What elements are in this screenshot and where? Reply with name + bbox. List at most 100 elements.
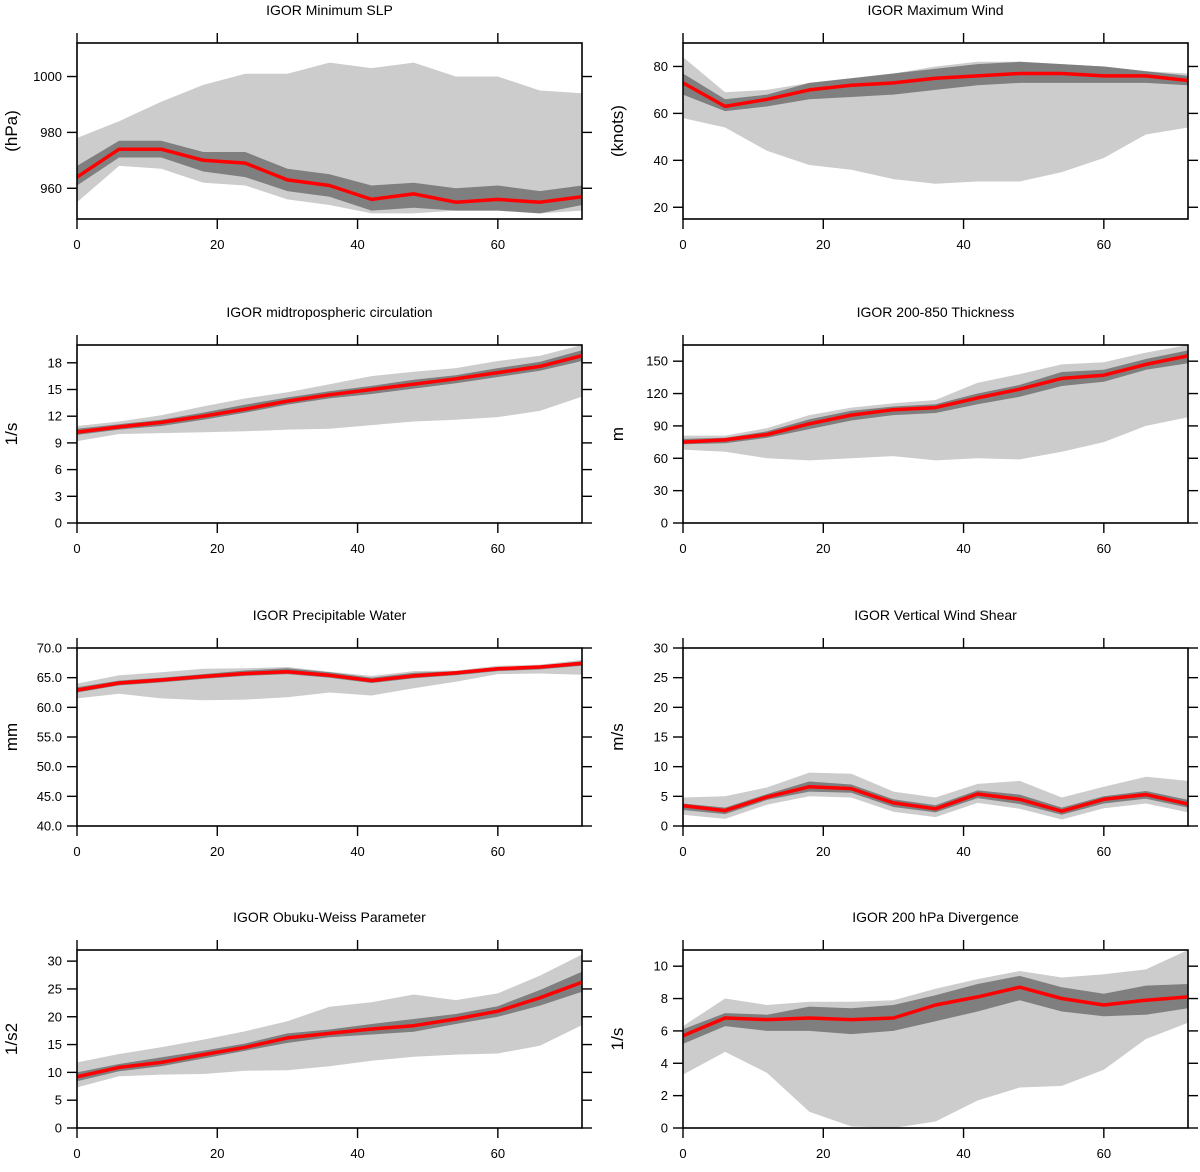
x-tick-label: 60 (491, 237, 505, 252)
y-axis-label: 1/s (2, 423, 21, 446)
x-tick-label: 0 (73, 1146, 80, 1161)
panel-7: IGOR Obuku-Weiss Parameter 1/s2 0 20 40 60 0 5 1… (2, 909, 592, 1161)
y-axis-label: 1/s2 (2, 1023, 21, 1055)
x-tick-label: 0 (679, 541, 686, 556)
plot-area (77, 62, 582, 214)
mean-line (77, 354, 582, 434)
panel-6: IGOR Vertical Wind Shear m/s 0 20 40 60 0 5 10 15… (608, 607, 1198, 859)
x-tick-label: 0 (73, 844, 80, 859)
mean-line (683, 354, 1188, 444)
y-tick-label: 980 (40, 125, 62, 140)
outer-range-band (77, 954, 582, 1088)
y-tick-label: 90 (654, 418, 668, 433)
y-tick-label: 80 (654, 59, 668, 74)
y-tick-label: 30 (654, 641, 668, 656)
y-tick-label: 15 (654, 730, 668, 745)
y-tick-label: 5 (661, 789, 668, 804)
y-tick-label: 30 (654, 483, 668, 498)
x-tick-label: 20 (816, 237, 830, 252)
inner-range-band (77, 350, 582, 435)
y-tick-label: 10 (654, 959, 668, 974)
y-tick-label: 40 (654, 153, 668, 168)
chart-title: IGOR 200 hPa Divergence (852, 909, 1019, 925)
y-tick-label: 30 (48, 954, 62, 969)
mean-line (683, 785, 1188, 813)
chart-title: IGOR Precipitable Water (253, 607, 407, 623)
plot-area (683, 57, 1188, 184)
outer-range-band (683, 345, 1188, 461)
mean-line (77, 147, 582, 204)
plot-area (683, 772, 1188, 820)
outer-range-band (77, 62, 582, 214)
x-tick-label: 60 (491, 1146, 505, 1161)
y-tick-label: 2 (661, 1088, 668, 1103)
y-axis-label: (knots) (608, 105, 627, 157)
panel-1: IGOR Minimum SLP (hPa) 0 20 40 60 960 980 1000 (2, 2, 592, 252)
y-axis-label: (hPa) (2, 110, 21, 152)
x-tick-label: 20 (816, 844, 830, 859)
panel-8: IGOR 200 hPa Divergence 1/s 0 20 40 60 0 2 4 6 8 10 (608, 909, 1198, 1161)
x-tick-label: 40 (956, 541, 970, 556)
x-tick-label: 20 (210, 237, 224, 252)
plot-frame (76, 344, 583, 524)
y-tick-label: 0 (661, 819, 668, 834)
x-tick-label: 40 (956, 237, 970, 252)
y-tick-label: 50.0 (37, 759, 62, 774)
panel-4: IGOR 200-850 Thickness m 0 20 40 60 0 30 60 90 120… (608, 304, 1198, 556)
y-axis-label: m (608, 427, 627, 441)
inner-range-band (683, 350, 1188, 445)
x-tick-label: 60 (491, 844, 505, 859)
y-tick-label: 150 (646, 354, 668, 369)
y-tick-label: 20 (654, 200, 668, 215)
outer-range-band (683, 950, 1188, 1128)
y-tick-label: 20 (48, 1009, 62, 1024)
x-tick-label: 0 (73, 541, 80, 556)
chart-title: IGOR midtropospheric circulation (226, 304, 432, 320)
plot-frame (682, 42, 1189, 220)
y-tick-label: 10 (48, 1065, 62, 1080)
y-tick-label: 8 (661, 991, 668, 1006)
y-tick-label: 60 (654, 106, 668, 121)
y-axis-label: 1/s (608, 1028, 627, 1051)
y-tick-label: 0 (55, 1121, 62, 1136)
y-tick-label: 12 (48, 409, 62, 424)
x-tick-label: 0 (679, 237, 686, 252)
chart-title: IGOR 200-850 Thickness (857, 304, 1015, 320)
panel-3: IGOR midtropospheric circulation 1/s 0 20 40… (2, 304, 592, 556)
y-tick-label: 4 (661, 1056, 668, 1071)
x-tick-label: 60 (1097, 541, 1111, 556)
panel-5: IGOR Precipitable Water mm 0 20 40 60 40.0 45.0… (2, 607, 592, 859)
y-tick-label: 60.0 (37, 700, 62, 715)
panel-2: IGOR Maximum Wind (knots) 0 20 40 60 20 40 60 80 (608, 2, 1198, 252)
x-tick-label: 60 (1097, 844, 1111, 859)
y-tick-label: 15 (48, 1037, 62, 1052)
y-tick-label: 0 (661, 516, 668, 531)
x-tick-label: 0 (73, 237, 80, 252)
plot-area (77, 954, 582, 1088)
inner-range-band (683, 781, 1188, 815)
x-tick-label: 20 (210, 1146, 224, 1161)
plot-frame (682, 949, 1189, 1129)
x-tick-label: 40 (956, 844, 970, 859)
mean-line (683, 71, 1188, 109)
y-tick-label: 9 (55, 435, 62, 450)
y-tick-label: 40.0 (37, 819, 62, 834)
y-tick-label: 5 (55, 1093, 62, 1108)
x-tick-label: 20 (816, 541, 830, 556)
y-tick-label: 60 (654, 451, 668, 466)
y-tick-label: 15 (48, 382, 62, 397)
x-tick-label: 60 (491, 541, 505, 556)
y-tick-label: 65.0 (37, 670, 62, 685)
plot-frame (76, 42, 583, 220)
y-tick-label: 45.0 (37, 789, 62, 804)
y-tick-label: 25 (48, 981, 62, 996)
chart-title: IGOR Maximum Wind (867, 2, 1003, 18)
y-tick-label: 55.0 (37, 730, 62, 745)
x-tick-label: 40 (350, 844, 364, 859)
y-tick-label: 70.0 (37, 641, 62, 656)
x-tick-label: 40 (350, 237, 364, 252)
x-tick-label: 0 (679, 1146, 686, 1161)
plot-frame (76, 949, 583, 1129)
mean-line (77, 980, 582, 1079)
